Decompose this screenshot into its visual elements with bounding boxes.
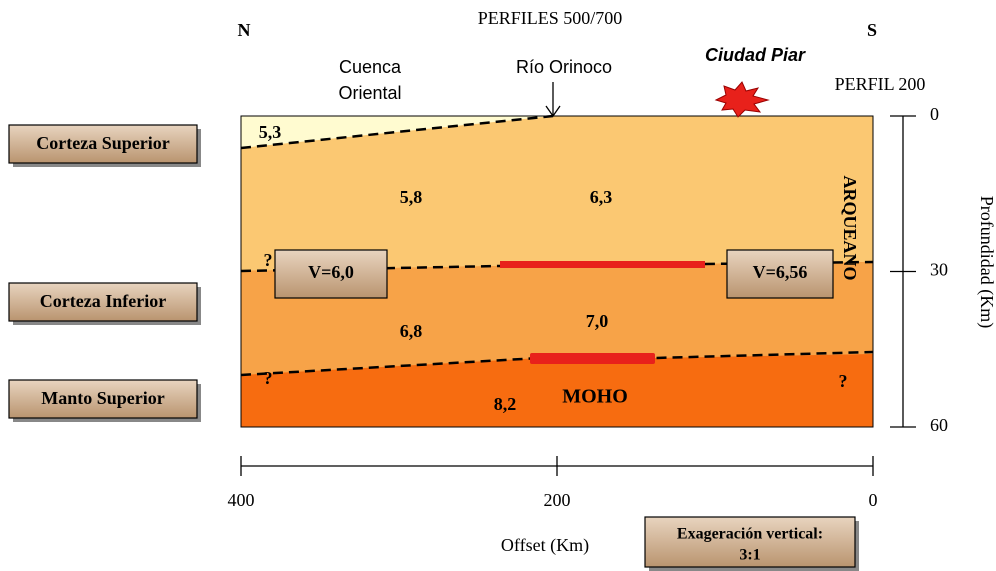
tick-label: 30 bbox=[930, 260, 948, 280]
velocity: 7,0 bbox=[586, 311, 609, 331]
question-mark: ? bbox=[264, 368, 273, 388]
tick-label: 60 bbox=[930, 415, 948, 435]
moho: MOHO bbox=[562, 386, 628, 408]
tick-label: 0 bbox=[930, 104, 939, 124]
tick-label: 400 bbox=[228, 490, 255, 510]
question-mark: ? bbox=[264, 250, 273, 270]
layer-label: Corteza Inferior bbox=[40, 291, 166, 311]
velocity: 8,2 bbox=[494, 394, 517, 414]
note: 3:1 bbox=[739, 547, 760, 564]
velocity: 6,3 bbox=[590, 187, 613, 207]
velocity: 6,8 bbox=[400, 321, 423, 341]
layer-label: Manto Superior bbox=[41, 388, 165, 408]
depth-axis-label: Profundidad (Km) bbox=[976, 196, 996, 328]
profile-200: PERFIL 200 bbox=[835, 74, 926, 94]
reflector bbox=[500, 261, 705, 268]
north: N bbox=[238, 20, 251, 40]
layer-label: Corteza Superior bbox=[36, 133, 169, 153]
tick-label: 200 bbox=[544, 490, 571, 510]
upper-crust bbox=[241, 116, 873, 271]
basin: Cuenca bbox=[339, 57, 402, 77]
figure: N S PERFILES 500/700 PERFIL 200 Cuenca O… bbox=[0, 0, 996, 571]
basin: Oriental bbox=[338, 83, 401, 103]
velocity-box-label: V=6,0 bbox=[308, 262, 354, 282]
velocity: 5,3 bbox=[259, 122, 282, 142]
question-mark: ? bbox=[839, 371, 848, 391]
city-symbol bbox=[716, 82, 768, 117]
tick-label: 0 bbox=[869, 490, 878, 510]
river: Río Orinoco bbox=[516, 57, 612, 77]
profiles: PERFILES 500/700 bbox=[478, 8, 623, 28]
offset-axis-label: Offset (Km) bbox=[501, 535, 589, 556]
velocity-box-label: V=6,56 bbox=[753, 262, 808, 282]
velocity: 5,8 bbox=[400, 187, 423, 207]
south: S bbox=[867, 20, 877, 40]
reflector bbox=[530, 353, 655, 364]
note: Exageración vertical: bbox=[677, 526, 823, 543]
city: Ciudad Piar bbox=[705, 45, 806, 65]
archean: ARQUEANO bbox=[840, 175, 860, 280]
